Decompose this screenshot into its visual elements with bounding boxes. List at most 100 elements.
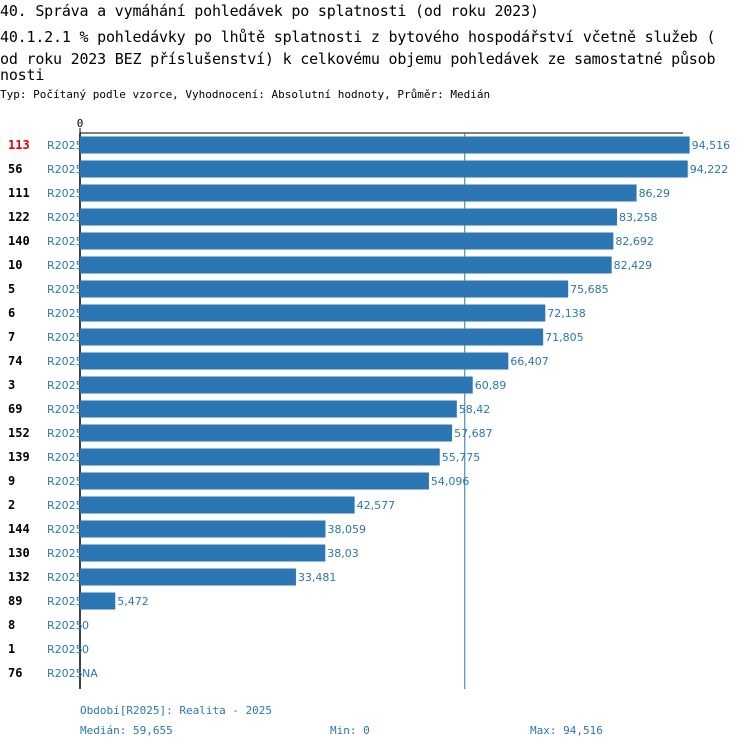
value-label: 42,577: [357, 499, 396, 512]
value-label: 82,692: [615, 235, 654, 248]
bar: [80, 520, 326, 538]
bar: [80, 424, 453, 442]
period-label: R2025: [47, 163, 83, 176]
chart-title-line-4: nosti: [0, 66, 45, 84]
chart-subtitle: Typ: Počítaný podle vzorce, Vyhodnocení:…: [0, 88, 491, 101]
value-label: 0: [82, 619, 89, 632]
period-label: R2025: [47, 667, 83, 680]
period-label: R2025: [47, 355, 83, 368]
value-label: 66,407: [510, 355, 549, 368]
value-label: 60,89: [475, 379, 507, 392]
row-label: 6: [8, 306, 15, 320]
bar: [80, 400, 457, 418]
period-label: R2025: [47, 451, 83, 464]
footer-median: Medián: 59,655: [80, 724, 173, 737]
bar: [80, 472, 429, 490]
chart-title-line-2: 40.1.2.1 % pohledávky po lhůtě splatnost…: [0, 28, 716, 46]
period-label: R2025: [47, 331, 83, 344]
period-label: R2025: [47, 283, 83, 296]
value-label: 54,096: [431, 475, 470, 488]
row-label: 140: [8, 234, 30, 248]
row-label: 2: [8, 498, 15, 512]
row-label: 9: [8, 474, 15, 488]
footer-period-note: Období[R2025]: Realita - 2025: [80, 704, 273, 717]
row-label: 56: [8, 162, 22, 176]
value-label: 55,775: [442, 451, 481, 464]
value-label: 0: [82, 643, 89, 656]
axis-zero-label: 0: [77, 117, 84, 130]
row-label: 5: [8, 282, 15, 296]
bar: [80, 544, 326, 562]
row-label: 76: [8, 666, 22, 680]
bar: [80, 280, 569, 298]
footer-max: Max: 94,516: [530, 724, 603, 737]
value-label: 72,138: [547, 307, 586, 320]
value-label: 5,472: [117, 595, 149, 608]
row-label: 139: [8, 450, 30, 464]
period-label: R2025: [47, 619, 83, 632]
period-label: R2025: [47, 211, 83, 224]
value-label: 82,429: [614, 259, 653, 272]
row-label: 122: [8, 210, 30, 224]
row-label: 152: [8, 426, 30, 440]
period-label: R2025: [47, 547, 83, 560]
footer-min: Min: 0: [330, 724, 370, 737]
row-label: 3: [8, 378, 15, 392]
bar: [80, 256, 612, 274]
value-label: 94,222: [690, 163, 729, 176]
period-label: R2025: [47, 643, 83, 656]
bar: [80, 304, 546, 322]
row-label: 111: [8, 186, 30, 200]
bar: [80, 160, 688, 178]
row-label: 132: [8, 570, 30, 584]
bar: [80, 184, 637, 202]
row-label: 113: [8, 138, 30, 152]
bar: [80, 496, 355, 514]
period-label: R2025: [47, 307, 83, 320]
bar: [80, 568, 296, 586]
period-label: R2025: [47, 403, 83, 416]
row-label: 7: [8, 330, 15, 344]
value-label: NA: [82, 667, 98, 680]
period-label: R2025: [47, 379, 83, 392]
value-label: 58,42: [459, 403, 491, 416]
bar: [80, 448, 440, 466]
value-label: 94,516: [692, 139, 731, 152]
period-label: R2025: [47, 523, 83, 536]
row-label: 74: [8, 354, 22, 368]
chart-title-line-1: 40. Správa a vymáhání pohledávek po spla…: [0, 2, 539, 20]
row-label: 130: [8, 546, 30, 560]
bar: [80, 232, 614, 250]
value-label: 71,805: [545, 331, 584, 344]
period-label: R2025: [47, 235, 83, 248]
period-label: R2025: [47, 595, 83, 608]
row-label: 144: [8, 522, 30, 536]
bar: [80, 592, 116, 610]
period-label: R2025: [47, 499, 83, 512]
value-label: 38,03: [327, 547, 359, 560]
period-label: R2025: [47, 187, 83, 200]
period-label: R2025: [47, 571, 83, 584]
row-label: 8: [8, 618, 15, 632]
period-label: R2025: [47, 139, 83, 152]
row-label: 69: [8, 402, 22, 416]
bar: [80, 352, 509, 370]
bar: [80, 376, 473, 394]
value-label: 83,258: [619, 211, 658, 224]
value-label: 75,685: [570, 283, 609, 296]
period-label: R2025: [47, 475, 83, 488]
bar: [80, 208, 618, 226]
row-label: 89: [8, 594, 22, 608]
value-label: 33,481: [298, 571, 337, 584]
value-label: 86,29: [639, 187, 671, 200]
value-label: 38,059: [327, 523, 366, 536]
period-label: R2025: [47, 259, 83, 272]
bar: [80, 328, 544, 346]
row-label: 10: [8, 258, 22, 272]
period-label: R2025: [47, 427, 83, 440]
bar: [80, 136, 690, 154]
chart-title-line-3: od roku 2023 BEZ příslušenství) k celkov…: [0, 50, 716, 68]
value-label: 57,687: [454, 427, 493, 440]
row-label: 1: [8, 642, 15, 656]
